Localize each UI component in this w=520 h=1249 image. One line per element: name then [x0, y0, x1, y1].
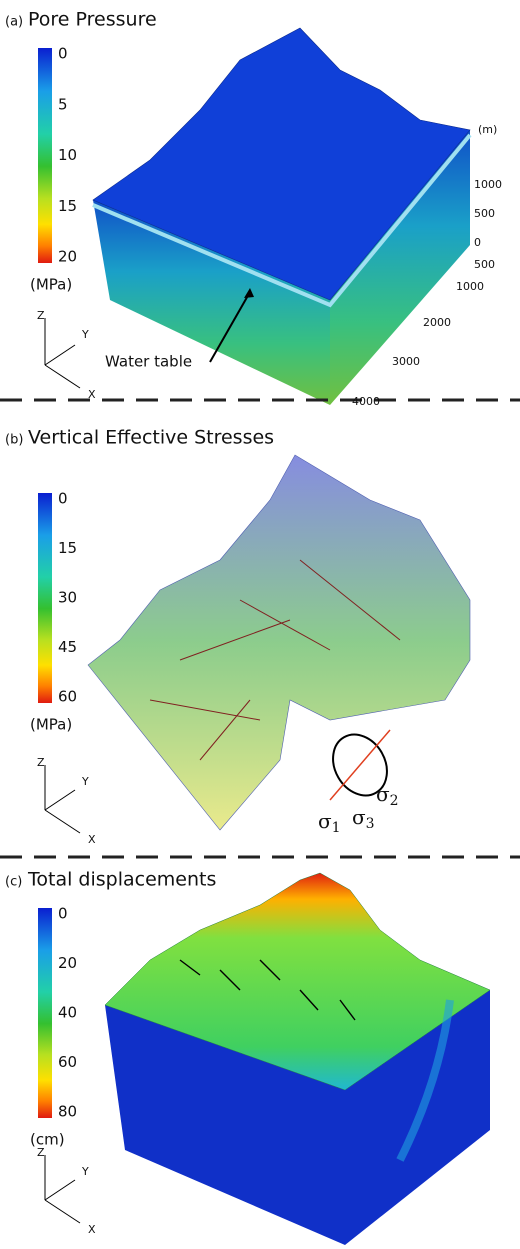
stress-symbol: σ	[318, 809, 332, 833]
stress-index: 1	[332, 820, 341, 836]
stress-label: σ1	[318, 809, 341, 837]
panel-label: (a)	[5, 15, 23, 30]
figure: (a)Pore Pressure05101520(MPa)ZYX(b)Verti…	[0, 0, 520, 1249]
panel-b-render	[45, 455, 470, 833]
axis-x: X	[88, 833, 96, 846]
colorbar-tick: 45	[58, 638, 77, 656]
colorbar-tick: 60	[58, 1053, 77, 1071]
colorbar-tick: 15	[58, 197, 77, 215]
scale-horizontal: 3000	[392, 355, 420, 368]
scale-vertical: 1000	[474, 178, 502, 191]
panel-c-render	[45, 873, 490, 1245]
stress-symbol: σ	[352, 805, 366, 829]
scale-horizontal: 2000	[423, 316, 451, 329]
scale-horizontal: 1000	[456, 280, 484, 293]
stress-index: 3	[366, 816, 375, 832]
colorbar	[38, 48, 52, 263]
colorbar-tick: 0	[58, 905, 68, 923]
scale-vertical: 0	[474, 236, 481, 249]
stress-label: σ3	[352, 805, 375, 833]
colorbar-tick: 80	[58, 1103, 77, 1121]
colorbar-tick: 10	[58, 146, 77, 164]
colorbar-tick: 40	[58, 1004, 77, 1022]
colorbar-tick: 30	[58, 589, 77, 607]
colorbar	[38, 908, 52, 1118]
colorbar-unit: (cm)	[30, 1131, 65, 1149]
colorbar-unit: (MPa)	[30, 716, 72, 734]
axis-y: Y	[81, 775, 89, 788]
stress-index: 2	[390, 793, 399, 809]
annotation: Water table	[105, 353, 192, 371]
panel-label: (b)	[5, 433, 23, 448]
axis-x: X	[88, 1223, 96, 1236]
stress-label: σ2	[376, 782, 399, 810]
axis-z: Z	[37, 756, 45, 769]
scale-unit: (m)	[478, 123, 497, 136]
panel-title: Pore Pressure	[28, 9, 157, 31]
axis-y: Y	[81, 1165, 89, 1178]
colorbar	[38, 493, 52, 703]
colorbar-tick: 5	[58, 95, 68, 113]
panel-a-render	[45, 28, 470, 405]
colorbar-tick: 15	[58, 539, 77, 557]
axis-y: Y	[81, 328, 89, 341]
stress-symbol: σ	[376, 782, 390, 806]
panel-label: (c)	[5, 875, 22, 890]
scale-vertical: 500	[474, 207, 495, 220]
axis-z: Z	[37, 309, 45, 322]
panel-title: Total displacements	[27, 869, 216, 891]
colorbar-tick: 20	[58, 248, 77, 266]
colorbar-tick: 60	[58, 688, 77, 706]
panel-title: Vertical Effective Stresses	[28, 427, 274, 449]
colorbar-tick: 0	[58, 490, 68, 508]
scale-horizontal: 500	[474, 258, 495, 271]
colorbar-tick: 0	[58, 45, 68, 63]
scale-horizontal: 4000	[352, 395, 380, 408]
axis-z: Z	[37, 1146, 45, 1159]
colorbar-tick: 20	[58, 954, 77, 972]
colorbar-unit: (MPa)	[30, 276, 72, 294]
axis-x: X	[88, 388, 96, 401]
